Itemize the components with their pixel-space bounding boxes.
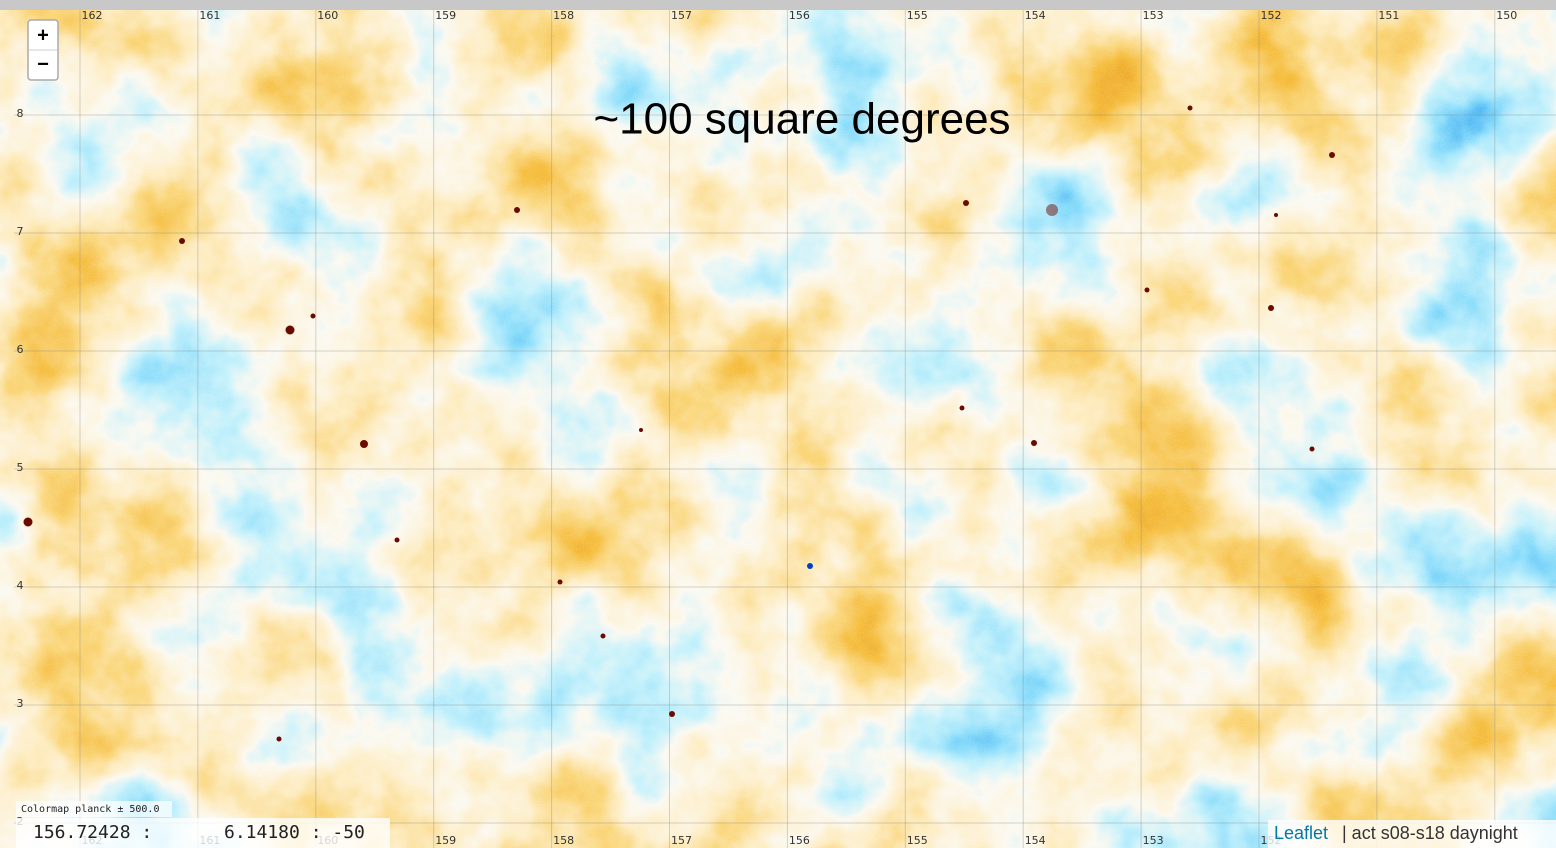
top-label: 162: [82, 9, 103, 22]
bottom-label: 158: [553, 834, 574, 847]
source: [1329, 152, 1335, 158]
annotation: ~100 square degrees: [593, 95, 1010, 144]
left-label: 7: [17, 225, 24, 238]
top-label: 155: [907, 9, 928, 22]
left-label: 6: [17, 343, 24, 356]
zoom-control: + −: [28, 20, 58, 80]
top-label: 154: [1025, 9, 1046, 22]
source: [360, 440, 368, 448]
left-label: 3: [17, 697, 24, 710]
attribution-link[interactable]: Leaflet: [1274, 823, 1328, 843]
source: [601, 634, 606, 639]
top-label: 158: [553, 9, 574, 22]
top-label: 161: [199, 9, 220, 22]
source: [558, 580, 563, 585]
cold-spot: [807, 563, 813, 569]
source: [1310, 447, 1315, 452]
bottom-label: 156: [789, 834, 810, 847]
side-panel: [0, 0, 14, 848]
page: 162 161 160 159 158 157 156 155 154 153 152 151 150 1…: [0, 0, 1556, 848]
top-label: 157: [671, 9, 692, 22]
left-label: 8: [17, 107, 24, 120]
zoom-out[interactable]: −: [37, 53, 49, 75]
top-label: 152: [1261, 9, 1282, 22]
coordinates-dec: 6.14180 : -50: [224, 822, 365, 843]
map-view: 162 161 160 159 158 157 156 155 154 153 152 151 150 1…: [0, 0, 1556, 848]
source: [311, 314, 316, 319]
source: [1046, 204, 1058, 216]
source: [277, 737, 282, 742]
bottom-label: 159: [435, 834, 456, 847]
source: [1145, 288, 1150, 293]
zoom-in[interactable]: +: [37, 24, 49, 46]
source: [286, 326, 295, 335]
left-label: 5: [17, 461, 24, 474]
source: [669, 711, 675, 717]
top-label: 153: [1143, 9, 1164, 22]
source: [1274, 213, 1278, 217]
source: [514, 207, 520, 213]
coordinates-ra: 156.72428 :: [33, 822, 152, 843]
attribution-text: | act s08-s18 daynight: [1342, 823, 1518, 843]
bottom-label: 153: [1143, 834, 1164, 847]
source: [179, 238, 185, 244]
source: [639, 428, 643, 432]
source: [963, 200, 969, 206]
top-label: 151: [1378, 9, 1399, 22]
top-label: 150: [1496, 9, 1517, 22]
bottom-label: 157: [671, 834, 692, 847]
top-label: 159: [435, 9, 456, 22]
left-label: 4: [17, 579, 24, 592]
source: [24, 518, 33, 527]
top-label: 160: [317, 9, 338, 22]
bottom-label: 154: [1025, 834, 1046, 847]
source: [1031, 440, 1037, 446]
source: [1188, 106, 1193, 111]
colormap-label: Colormap planck ± 500.0: [21, 804, 159, 815]
top-label: 156: [789, 9, 810, 22]
source: [395, 538, 400, 543]
source: [960, 406, 965, 411]
bottom-label: 155: [907, 834, 928, 847]
source: [1268, 305, 1274, 311]
top-edge: [0, 0, 1556, 10]
